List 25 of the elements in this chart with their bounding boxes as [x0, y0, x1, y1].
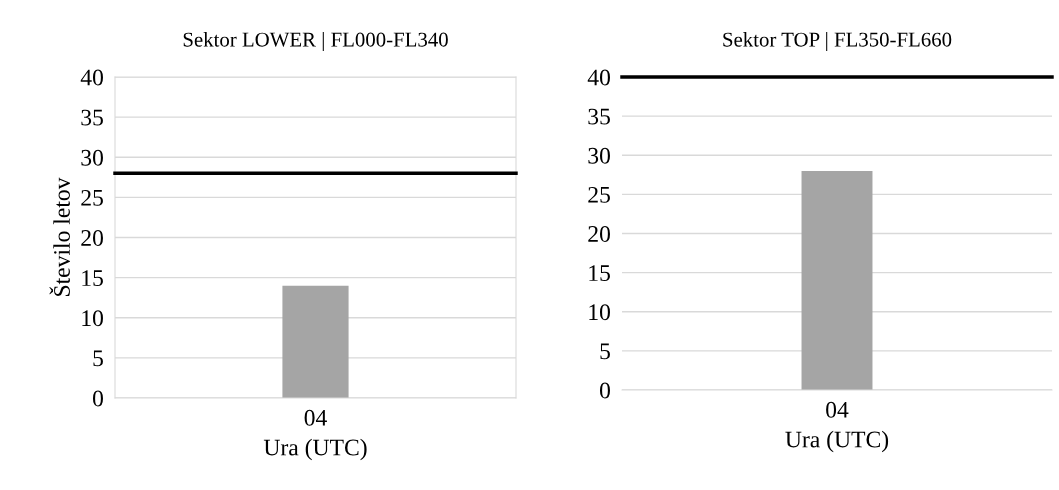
y-tick-label: 5 — [93, 350, 103, 367]
y-tick-label: 25 — [81, 189, 103, 206]
y-axis-title: Število letov — [49, 177, 70, 296]
y-tick-label: 5 — [600, 343, 610, 360]
x-axis-title: Ura (UTC) — [263, 438, 367, 461]
y-tick-label: 40 — [80, 69, 103, 86]
y-tick-label: 0 — [92, 390, 103, 407]
y-tick-label: 35 — [81, 109, 103, 126]
y-tick-label: 15 — [589, 265, 610, 282]
y-tick-label: 40 — [587, 69, 610, 86]
x-tick-label: 04 — [304, 409, 327, 426]
y-tick-label: 20 — [588, 225, 610, 242]
y-tick-label: 30 — [588, 147, 610, 164]
y-tick-label: 10 — [589, 304, 610, 321]
chart-title: Sektor TOP | FL350-FL660 — [723, 31, 952, 51]
x-axis-title: Ura (UTC) — [785, 430, 889, 453]
y-tick-label: 35 — [588, 108, 610, 125]
y-tick-label: 20 — [81, 229, 103, 246]
chart-title: Sektor LOWER | FL000-FL340 — [183, 31, 448, 51]
y-tick-label: 10 — [82, 310, 103, 327]
y-tick-label: 0 — [599, 382, 610, 399]
y-tick-label: 15 — [82, 270, 103, 287]
y-tick-label: 25 — [588, 186, 610, 203]
y-tick-label: 30 — [81, 149, 103, 166]
x-tick-label: 04 — [826, 401, 849, 418]
